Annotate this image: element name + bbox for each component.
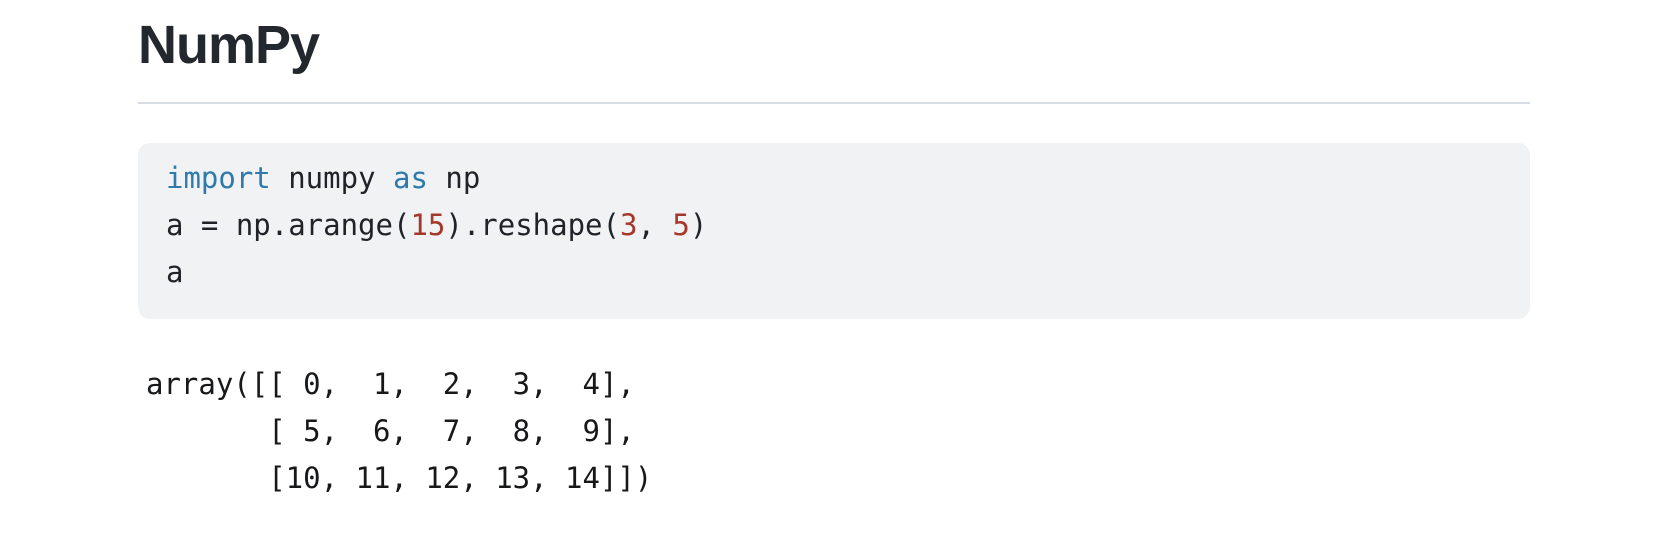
page-title: NumPy <box>138 15 320 75</box>
code-cell: import numpy as np a = np.arange(15).res… <box>138 143 1530 319</box>
output-text: array([[ 0, 1, 2, 3, 4], [ 5, 6, 7, 8, 9… <box>146 367 653 495</box>
code-text: import numpy as np a = np.arange(15).res… <box>166 161 708 289</box>
heading-divider <box>138 102 1530 104</box>
